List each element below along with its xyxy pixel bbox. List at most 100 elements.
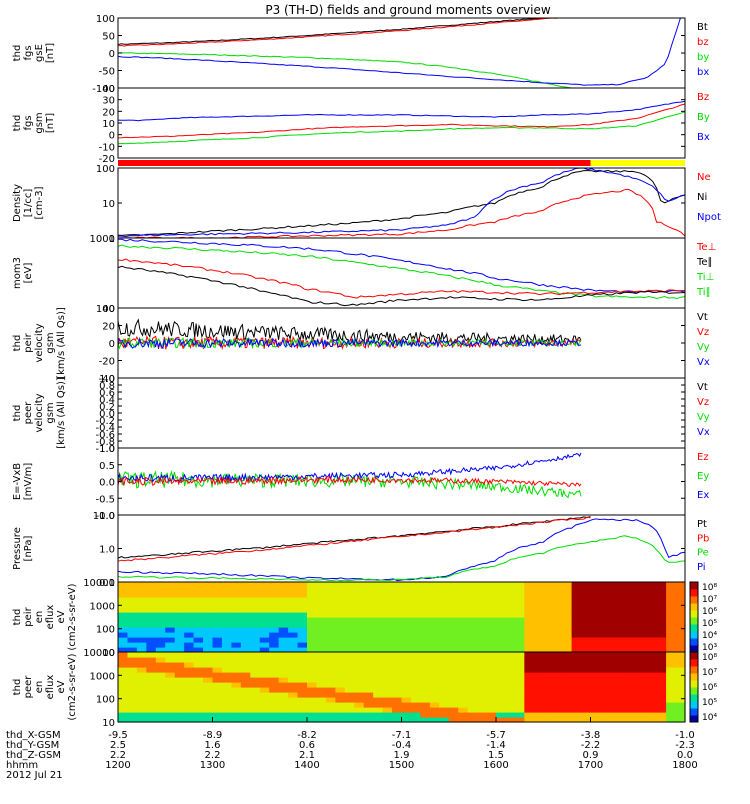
spectrogram-cell: [344, 637, 355, 643]
spectrogram-cell: [184, 687, 195, 693]
spectrogram-cell: [666, 702, 677, 708]
spectrogram-cell: [165, 592, 176, 598]
spectrogram-cell: [184, 657, 195, 663]
spectrogram-cell: [118, 682, 129, 688]
spectrogram-cell: [429, 632, 440, 638]
colorbar-swatch: [690, 680, 698, 688]
status-segment: [118, 160, 591, 166]
spectrogram-cell: [221, 697, 232, 703]
spectrogram-cell: [127, 637, 138, 643]
spectrogram-cell: [562, 692, 573, 698]
spectrogram-cell: [212, 632, 223, 638]
spectrogram-cell: [429, 617, 440, 623]
spectrogram-cell: [628, 652, 639, 658]
spectrogram-cell: [439, 687, 450, 693]
spectrogram-cell: [373, 682, 384, 688]
spectrogram-cell: [562, 627, 573, 633]
spectrogram-cell: [240, 637, 251, 643]
spectrogram-cell: [127, 667, 138, 673]
panel-frame: [117, 167, 686, 239]
spectrogram-cell: [127, 697, 138, 703]
spectrogram-cell: [458, 602, 469, 608]
spectrogram-cell: [155, 602, 166, 608]
spectrogram-cell: [165, 627, 176, 633]
spectrogram-cell: [373, 702, 384, 708]
spectrogram-cell: [212, 647, 223, 653]
spectrogram-cell: [203, 697, 214, 703]
spectrogram-cell: [590, 682, 601, 688]
spectrogram-cell: [486, 612, 497, 618]
spectrogram-cell: [533, 647, 544, 653]
spectrogram-cell: [533, 682, 544, 688]
spectrogram-cell: [118, 627, 129, 633]
spectrogram-cell: [382, 712, 393, 718]
spectrogram-cell: [174, 607, 185, 613]
y-tick-label: 100: [96, 625, 115, 636]
spectrogram-cell: [514, 717, 525, 723]
spectrogram-cell: [231, 662, 242, 668]
spectrogram-cell: [325, 637, 336, 643]
spectrogram-cell: [231, 687, 242, 693]
spectrogram-cell: [136, 617, 147, 623]
spectrogram-cell: [552, 637, 563, 643]
spectrogram-cell: [609, 647, 620, 653]
spectrogram-cell: [184, 717, 195, 723]
spectrogram-cell: [637, 587, 648, 593]
legend-entry: Vy: [697, 342, 710, 353]
spectrogram-cell: [392, 622, 403, 628]
spectrogram-cell: [420, 637, 431, 643]
spectrogram-cell: [269, 692, 280, 698]
spectrogram-cell: [543, 707, 554, 713]
spectrogram-cell: [477, 617, 488, 623]
spectrogram-cell: [240, 592, 251, 598]
spectrogram-cell: [675, 617, 686, 623]
spectrogram-cell: [193, 622, 204, 628]
spectrogram-cell: [637, 627, 648, 633]
panel-frame: [117, 87, 686, 159]
spectrogram-cell: [382, 587, 393, 593]
spectrogram-cell: [675, 597, 686, 603]
spectrogram-cell: [401, 687, 412, 693]
spectrogram-cell: [165, 602, 176, 608]
x-tick-label: 2.2: [110, 750, 126, 761]
spectrogram-cell: [146, 617, 157, 623]
spectrogram-cell: [392, 632, 403, 638]
spectrogram-cell: [325, 697, 336, 703]
spectrogram-cell: [203, 662, 214, 668]
spectrogram-cell: [666, 632, 677, 638]
series-line-vx: [117, 336, 582, 350]
spectrogram-cell: [278, 587, 289, 593]
spectrogram-cell: [184, 632, 195, 638]
spectrogram-cell: [193, 592, 204, 598]
spectrogram-cell: [401, 647, 412, 653]
spectrogram-cell: [505, 637, 516, 643]
spectrogram-cell: [543, 717, 554, 723]
spectrogram-cell: [382, 702, 393, 708]
spectrogram-cell: [363, 672, 374, 678]
spectrogram-cell: [259, 672, 270, 678]
spectrogram-cell: [420, 717, 431, 723]
spectrogram-cell: [628, 622, 639, 628]
spectrogram-cell: [325, 692, 336, 698]
y-axis-label: velocity: [34, 323, 45, 362]
spectrogram-cell: [165, 607, 176, 613]
spectrogram-cell: [543, 672, 554, 678]
spectrogram-cell: [307, 652, 318, 658]
spectrogram-cell: [212, 597, 223, 603]
spectrogram-cell: [675, 582, 686, 588]
spectrogram-cell: [571, 637, 582, 643]
spectrogram-cell: [155, 592, 166, 598]
spectrogram-cell: [307, 627, 318, 633]
spectrogram-cell: [136, 612, 147, 618]
spectrogram-cell: [373, 712, 384, 718]
y-axis-label: gsm: [45, 332, 56, 353]
y-axis-label: [nT]: [45, 113, 56, 133]
spectrogram-cell: [363, 657, 374, 663]
spectrogram-cell: [240, 717, 251, 723]
spectrogram-cell: [448, 717, 459, 723]
spectrogram-cell: [373, 717, 384, 723]
spectrogram-cell: [316, 667, 327, 673]
spectrogram-cell: [514, 602, 525, 608]
spectrogram-cell: [335, 697, 346, 703]
spectrogram-cell: [524, 642, 535, 648]
